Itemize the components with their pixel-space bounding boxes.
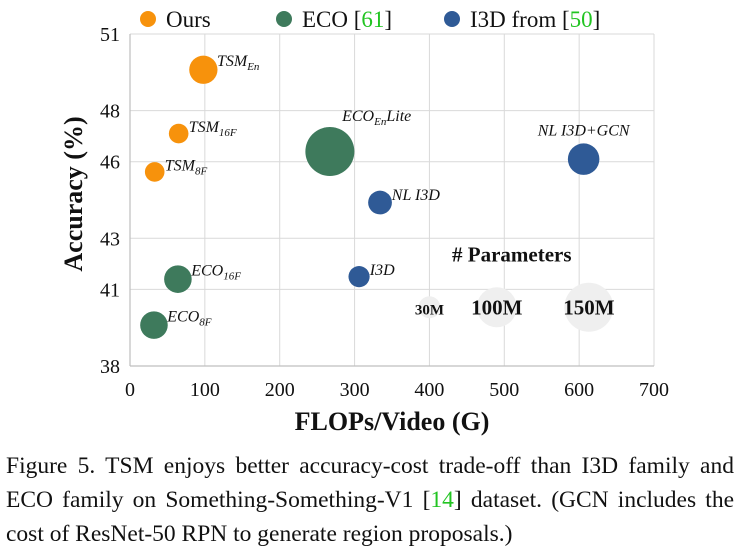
data-bubble — [168, 123, 189, 144]
legend-label: Ours — [166, 7, 211, 32]
bubble-label: NL I3D+GCN — [537, 122, 631, 139]
x-tick-label: 700 — [639, 379, 669, 401]
data-bubble — [348, 266, 370, 288]
data-bubble — [164, 265, 192, 293]
bubble-label: ECO16F — [190, 263, 241, 283]
legend-marker — [276, 11, 292, 27]
bubble-label: ECOEnLite — [341, 108, 411, 128]
bubble-label: TSM16F — [189, 119, 237, 139]
x-tick-label: 0 — [125, 379, 135, 401]
data-bubble — [368, 190, 392, 215]
legend-label: ECO [61] — [302, 7, 392, 32]
bubble-label: I3D — [369, 262, 395, 279]
x-tick-label: 100 — [190, 379, 220, 401]
y-tick-label: 41 — [100, 279, 120, 301]
y-tick-label: 46 — [100, 152, 120, 174]
data-bubble — [189, 55, 218, 84]
legend-label: I3D from [50] — [470, 7, 600, 32]
x-tick-label: 300 — [340, 379, 370, 401]
x-tick-label: 400 — [414, 379, 444, 401]
caption-suffix: ] dataset. (GCN includes the cost of Res… — [6, 487, 734, 547]
data-bubble — [140, 311, 168, 339]
y-tick-label: 51 — [100, 24, 120, 46]
x-axis-title: FLOPs/Video (G) — [295, 407, 490, 436]
data-bubble — [144, 162, 165, 182]
y-tick-label: 43 — [100, 228, 120, 250]
y-tick-label: 48 — [100, 101, 120, 123]
legend-marker — [140, 11, 156, 27]
y-tick-label: 38 — [100, 356, 120, 378]
size-legend-label: 100M — [471, 295, 523, 319]
data-bubble — [567, 143, 600, 175]
x-tick-label: 200 — [265, 379, 295, 401]
figure-caption: Figure 5. TSM enjoys better accuracy-cos… — [6, 449, 734, 551]
caption-reference-link[interactable]: 14 — [430, 487, 454, 513]
legend-marker — [444, 11, 460, 27]
bubble-label: ECO8F — [166, 309, 212, 329]
size-legend-title: # Parameters — [452, 242, 572, 266]
y-axis-title: Accuracy (%) — [59, 116, 88, 271]
bubble-label: NL I3D — [391, 187, 441, 204]
caption-prefix: Figure 5. TSM enjoys better accuracy-cos… — [6, 453, 734, 513]
x-tick-label: 600 — [564, 379, 594, 401]
bubble-chart: 0 100 200 300 400 500 600 700 38 41 43 46 48 51 FLOPs/… — [59, 7, 669, 436]
bubble-label: TSMEn — [217, 53, 260, 73]
x-tick-label: 500 — [489, 379, 519, 401]
size-legend-bubble — [418, 296, 441, 319]
size-legend-label: 30M — [415, 302, 444, 318]
size-legend-bubble — [564, 282, 614, 332]
size-legend-bubble — [476, 287, 517, 328]
size-legend-label: 150M — [563, 295, 615, 319]
data-bubble — [305, 126, 355, 176]
bubble-label: TSM8F — [165, 158, 208, 178]
